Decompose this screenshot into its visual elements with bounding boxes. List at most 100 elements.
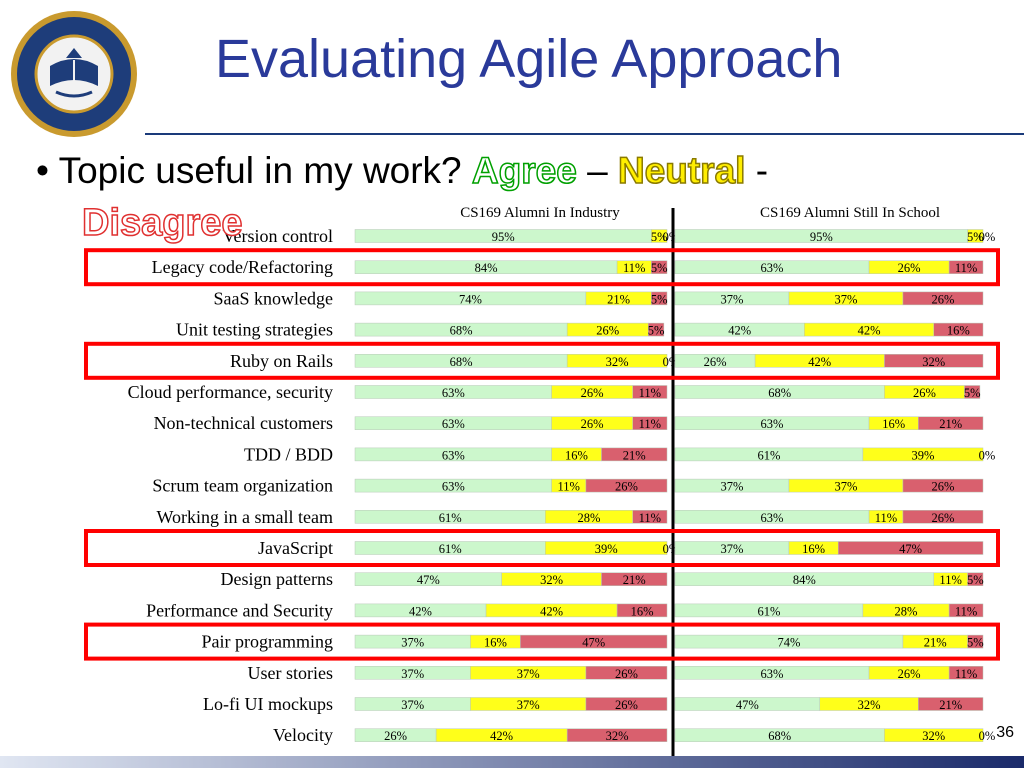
- data-label: 11%: [955, 667, 977, 681]
- bar-segment-disagree: [948, 603, 984, 618]
- data-label: 26%: [704, 355, 727, 369]
- page-number: 36: [996, 724, 1014, 741]
- category-label: Velocity: [273, 725, 333, 745]
- data-label: 11%: [875, 511, 897, 525]
- data-label: 26%: [615, 698, 638, 712]
- data-label: 11%: [623, 261, 645, 275]
- data-label: 68%: [450, 324, 473, 338]
- data-label: 32%: [922, 729, 945, 743]
- bar-segment-disagree: [948, 666, 984, 680]
- slide-title: Evaluating Agile Approach: [215, 29, 843, 89]
- agree-word: Agree: [471, 149, 577, 192]
- data-label: 63%: [442, 480, 465, 494]
- disagree-word: Disagree: [81, 201, 243, 245]
- data-label: 21%: [939, 698, 962, 712]
- data-label: 42%: [409, 604, 432, 618]
- data-label: 63%: [761, 417, 784, 431]
- category-label: Design patterns: [221, 569, 333, 589]
- data-label: 21%: [607, 292, 630, 306]
- category-label: Scrum team organization: [152, 476, 333, 496]
- title-divider: [145, 133, 1024, 135]
- bar-segment-disagree: [632, 510, 668, 524]
- bar-segment-neutral: [566, 354, 668, 368]
- bar-segment-disagree: [948, 260, 984, 274]
- bullet-prefix: Topic useful in my work?: [58, 150, 462, 191]
- data-label: 39%: [595, 542, 618, 556]
- data-label: 26%: [581, 386, 604, 400]
- data-label: 5%: [967, 636, 984, 650]
- bar-segment-disagree: [902, 478, 984, 493]
- data-label: 61%: [757, 448, 780, 462]
- bar-segment-disagree: [585, 666, 668, 680]
- bar-segment-disagree: [601, 572, 668, 586]
- topic-bullet: • Topic useful in my work? Agree – Neutr…: [36, 149, 769, 192]
- data-label: 37%: [401, 636, 424, 650]
- data-label: 47%: [417, 573, 440, 587]
- bar-segment-disagree: [967, 634, 984, 649]
- bar-segment-disagree: [918, 697, 984, 711]
- data-label: 37%: [721, 542, 744, 556]
- survey-stacked-bar-chart: CS169 Alumni In Industry CS169 Alumni Sti…: [84, 205, 1000, 756]
- data-label: 61%: [439, 542, 462, 556]
- data-label: 11%: [639, 417, 661, 431]
- category-label: TDD / BDD: [244, 444, 333, 464]
- data-label: 68%: [768, 386, 791, 400]
- bar-segment-disagree: [837, 541, 984, 555]
- data-label: 37%: [834, 480, 857, 494]
- category-label: Version control: [223, 226, 333, 246]
- data-label: 42%: [858, 324, 881, 338]
- bar-segment-disagree: [933, 322, 984, 337]
- data-label: 26%: [581, 417, 604, 431]
- bar-segment-neutral: [967, 229, 984, 243]
- data-label: 11%: [939, 573, 961, 587]
- data-label: 5%: [651, 292, 668, 306]
- data-label: 42%: [728, 324, 751, 338]
- bar-segment-disagree: [616, 603, 668, 618]
- data-label: 5%: [648, 324, 665, 338]
- data-label: 26%: [931, 292, 954, 306]
- neutral-word: Neutral: [617, 149, 746, 192]
- data-label: 11%: [557, 480, 579, 494]
- category-label: Non-technical customers: [154, 413, 333, 433]
- uc-berkeley-seal: [11, 11, 137, 137]
- data-label: 63%: [442, 417, 465, 431]
- data-label: 47%: [899, 542, 922, 556]
- data-label: 68%: [450, 355, 473, 369]
- dash-2: -: [755, 150, 769, 191]
- bar-segment-disagree: [964, 385, 981, 399]
- category-label: Lo-fi UI mockups: [203, 694, 333, 714]
- data-label: 26%: [913, 386, 936, 400]
- data-label: 21%: [939, 417, 962, 431]
- data-label: 63%: [761, 261, 784, 275]
- category-label: Ruby on Rails: [230, 351, 333, 371]
- data-label: 63%: [761, 511, 784, 525]
- data-label: 21%: [623, 448, 646, 462]
- data-label: 16%: [484, 636, 507, 650]
- data-label: 16%: [631, 604, 654, 618]
- bar-segment-disagree: [566, 728, 668, 742]
- data-label: 32%: [540, 573, 563, 587]
- data-label: 37%: [517, 667, 540, 681]
- data-label: 5%: [651, 261, 668, 275]
- data-label: 42%: [540, 604, 563, 618]
- bar-segment-neutral: [545, 541, 668, 555]
- data-label: 37%: [721, 292, 744, 306]
- data-label: 37%: [401, 698, 424, 712]
- category-label: Legacy code/Refactoring: [152, 257, 333, 277]
- data-label: 37%: [401, 667, 424, 681]
- data-label: 0%: [979, 448, 996, 462]
- bar-segment-disagree: [632, 416, 668, 430]
- data-label: 26%: [898, 667, 921, 681]
- bar-segment-disagree: [632, 385, 668, 399]
- bar-segment-disagree: [585, 478, 668, 493]
- highlight-box: [84, 248, 1000, 287]
- bullet-dot: •: [36, 150, 49, 191]
- data-label: 5%: [651, 230, 668, 244]
- bar-segment-disagree: [902, 291, 984, 306]
- data-label: 32%: [606, 729, 629, 743]
- data-label: 26%: [931, 511, 954, 525]
- data-label: 37%: [517, 698, 540, 712]
- data-label: 37%: [834, 292, 857, 306]
- highlight-box: [84, 529, 1000, 567]
- dash-1: –: [587, 150, 608, 191]
